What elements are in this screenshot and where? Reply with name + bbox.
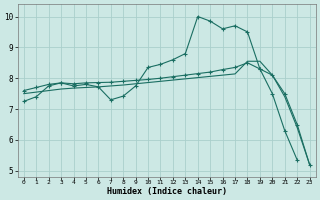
- X-axis label: Humidex (Indice chaleur): Humidex (Indice chaleur): [107, 187, 227, 196]
